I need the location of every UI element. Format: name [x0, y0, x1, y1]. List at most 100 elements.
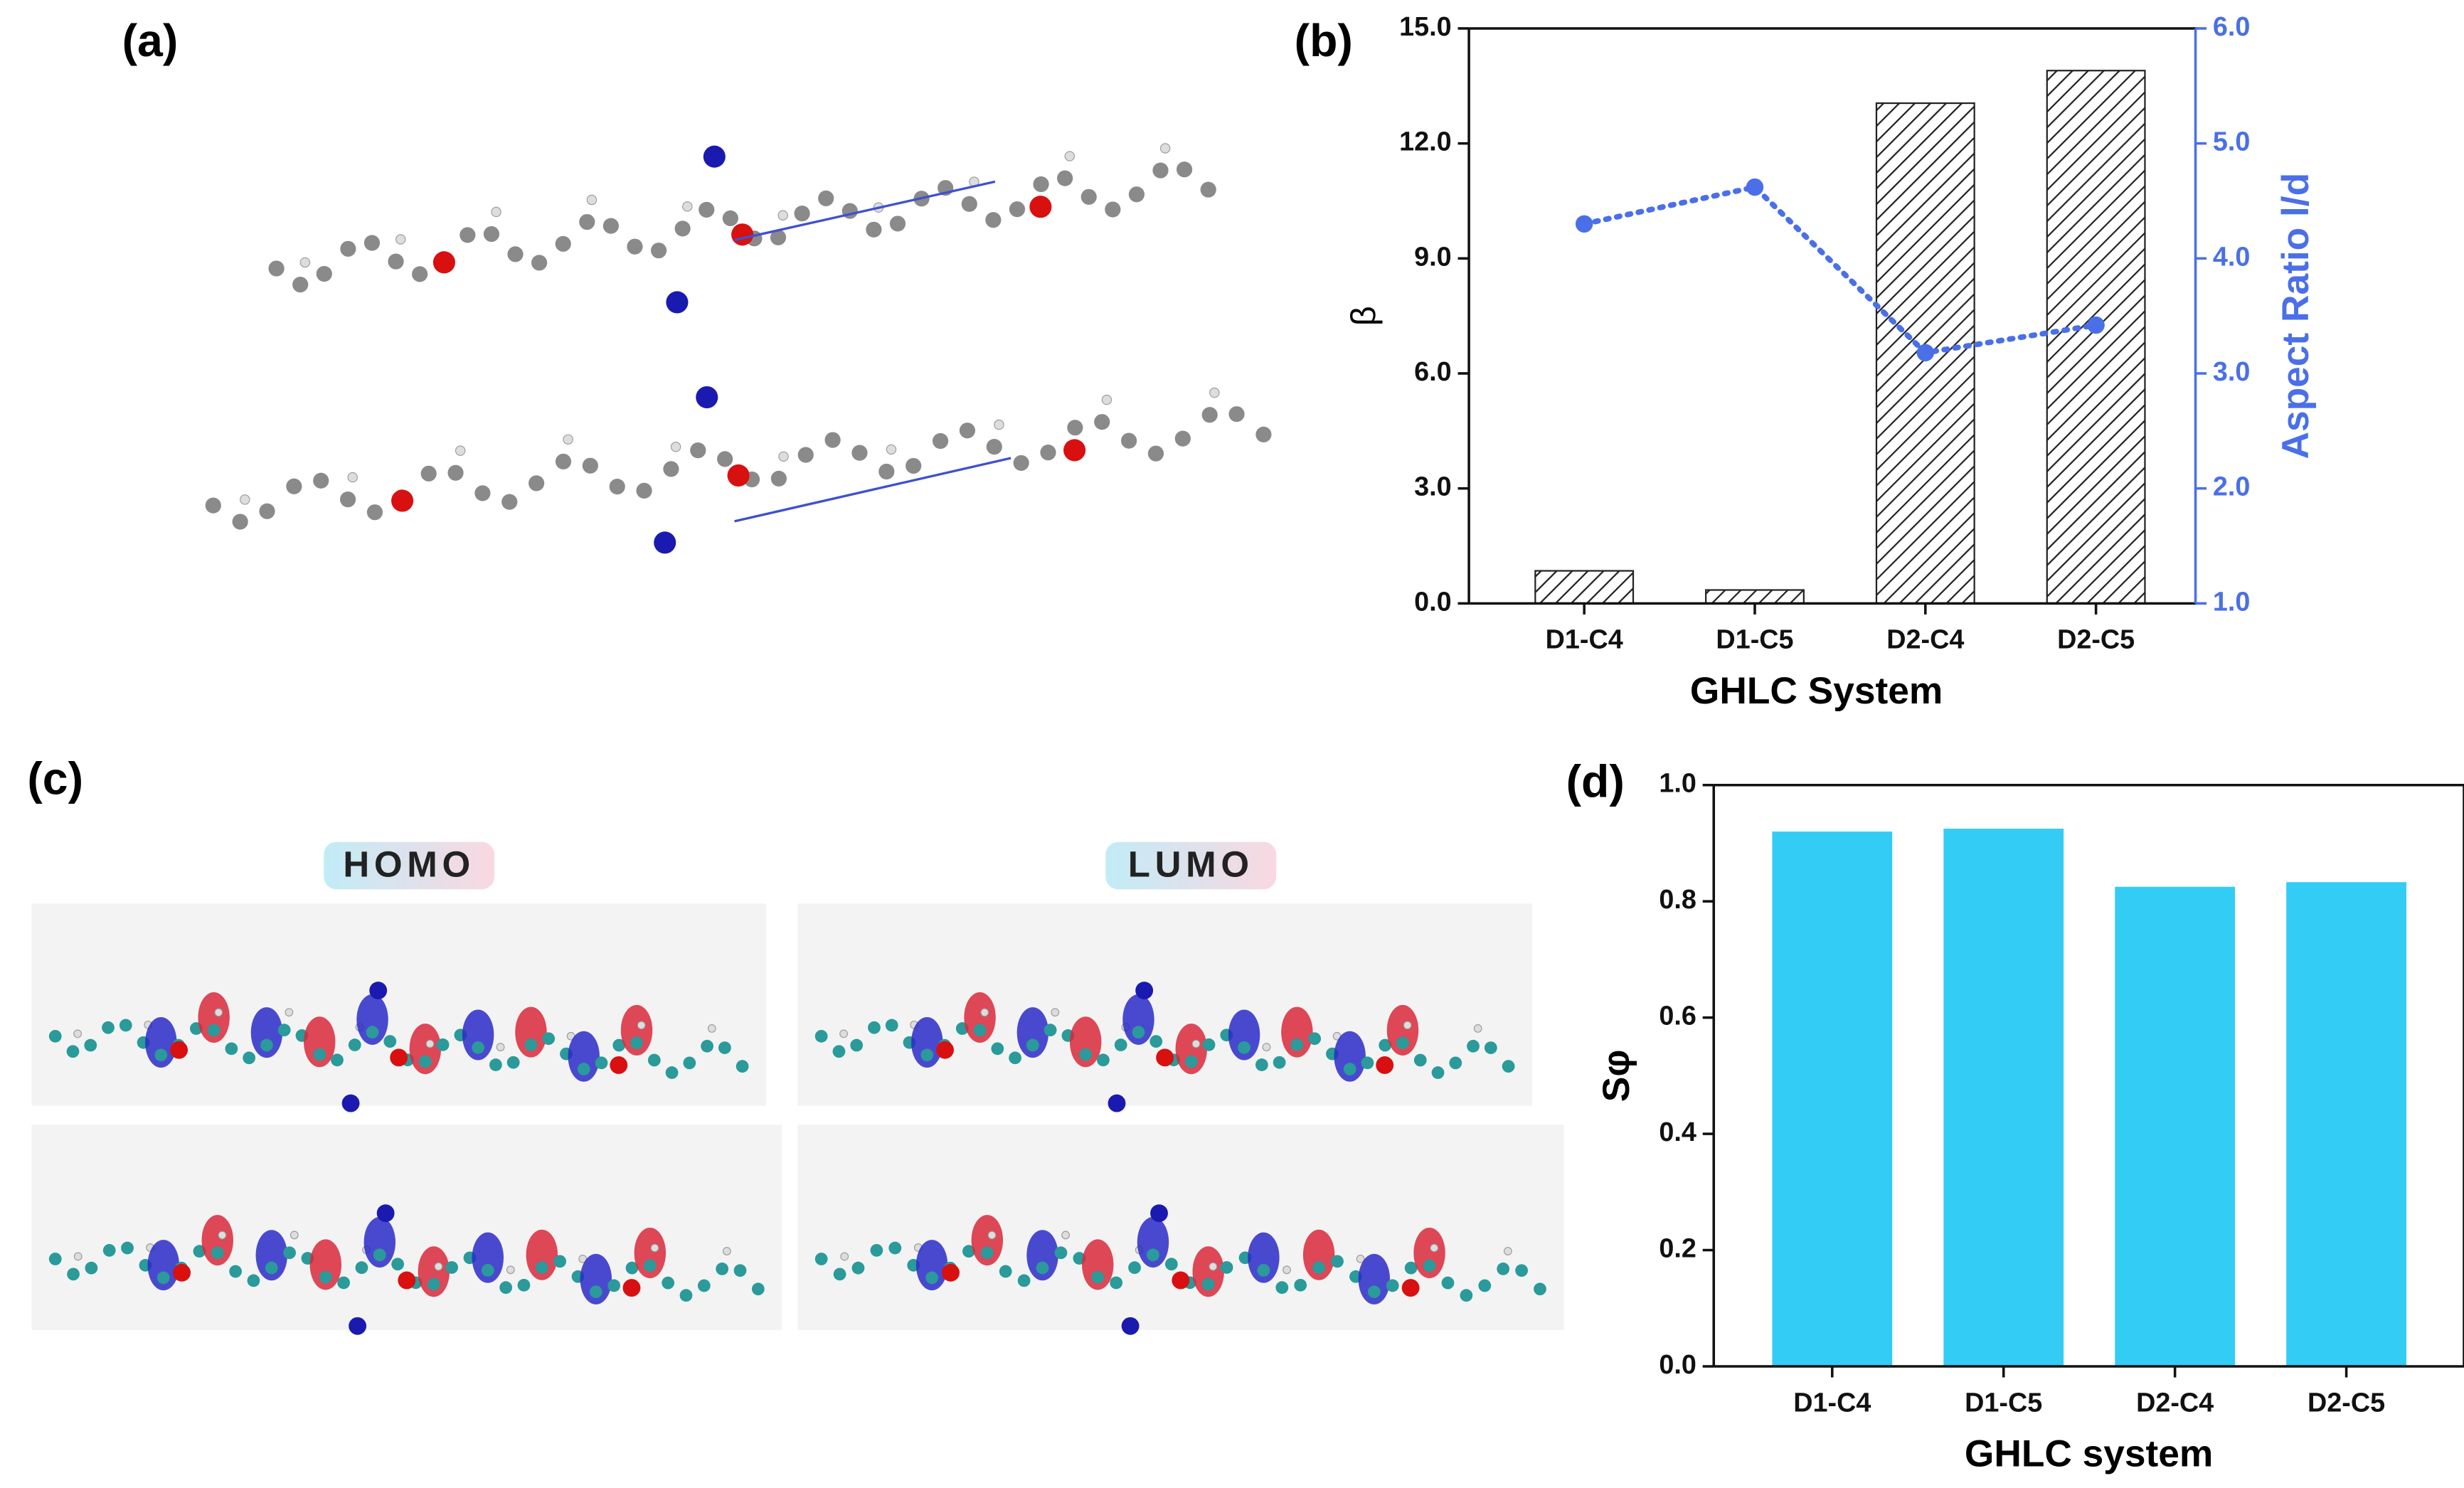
atom	[383, 1035, 397, 1048]
atom	[814, 1253, 828, 1265]
atom	[794, 206, 810, 222]
orbital-lobe	[409, 1024, 442, 1075]
panel-label: (a)	[122, 15, 179, 66]
atom	[1009, 1051, 1021, 1065]
atom	[1029, 196, 1052, 218]
atom	[1033, 176, 1049, 193]
x-tick-label: D2-C5	[2308, 1387, 2385, 1417]
y-tick-label: 6.0	[1414, 356, 1451, 386]
atom	[154, 1048, 168, 1062]
atom	[1460, 1289, 1473, 1302]
x-tick-label: D1-C4	[1793, 1387, 1871, 1417]
atom	[173, 1263, 191, 1282]
atom	[662, 1276, 675, 1290]
y-tick-label: 3.0	[1414, 472, 1451, 501]
atom	[355, 1261, 368, 1275]
x-axis-label: GHLC System	[1690, 670, 1943, 712]
atom	[696, 386, 718, 409]
orbital-lobe	[568, 1031, 600, 1082]
atom	[851, 1261, 865, 1275]
atom	[610, 1056, 628, 1074]
atom	[870, 1243, 883, 1257]
atom	[888, 1241, 902, 1255]
long-axis	[734, 457, 1011, 523]
atom	[1101, 394, 1112, 405]
atom	[1040, 445, 1056, 461]
atom	[268, 260, 285, 277]
atom	[501, 494, 518, 510]
atom	[722, 210, 738, 226]
atom	[1497, 1263, 1510, 1275]
atom	[240, 494, 250, 505]
atom	[1376, 1056, 1394, 1074]
atom	[1067, 420, 1083, 436]
atom	[670, 442, 681, 452]
panel-label: (c)	[27, 753, 83, 804]
atom	[1283, 1265, 1291, 1275]
orbital-lobe	[1248, 1232, 1280, 1283]
atom	[1255, 426, 1272, 442]
atom	[1191, 1039, 1201, 1048]
orbital-lobe	[462, 1009, 494, 1061]
atom	[647, 1053, 661, 1067]
atom	[553, 1255, 567, 1268]
y-tick-label: 0.6	[1659, 1001, 1696, 1031]
atom	[349, 1317, 367, 1335]
molecule-panels	[31, 143, 1564, 1335]
atom	[1132, 1026, 1145, 1039]
atom	[717, 451, 733, 467]
atom	[1013, 455, 1029, 472]
atom	[286, 478, 302, 494]
atom	[1312, 1261, 1326, 1274]
atom	[1401, 1279, 1420, 1297]
atom	[1220, 1261, 1233, 1274]
orbital-lobe	[250, 1007, 283, 1058]
atom	[85, 1261, 98, 1275]
atom	[376, 1204, 395, 1223]
y-tick-label: 0.0	[1659, 1349, 1696, 1379]
atom	[211, 1246, 224, 1260]
atom	[1108, 1094, 1126, 1112]
atom	[1176, 161, 1193, 178]
atom	[489, 1058, 502, 1071]
atom	[663, 461, 679, 477]
atom	[1367, 1285, 1381, 1299]
atom	[337, 1276, 350, 1290]
atom	[777, 210, 788, 220]
atom	[1515, 1264, 1528, 1277]
atom	[1202, 1038, 1216, 1051]
orbital-panel	[797, 1125, 1564, 1330]
orbital-lobe	[145, 1016, 177, 1068]
orbital-lobe	[971, 1215, 1004, 1266]
atom	[889, 216, 906, 232]
orbital-lobe	[198, 992, 230, 1043]
atom	[703, 145, 726, 168]
atom	[73, 1252, 83, 1261]
atom	[985, 212, 1002, 228]
atom	[214, 1008, 223, 1017]
orbital-lobe	[1192, 1246, 1224, 1297]
y2-axis-label: Aspect Ratio l/d	[2275, 173, 2317, 459]
atom	[348, 1038, 361, 1051]
atom	[1097, 1053, 1110, 1067]
atom	[229, 1265, 242, 1278]
orbital-lobe	[1026, 1230, 1058, 1281]
orbital-lobe	[1334, 1031, 1366, 1082]
atom	[770, 229, 787, 245]
orbital-lobe	[1122, 994, 1154, 1045]
x-tick-label: D2-C4	[2136, 1387, 2214, 1417]
atom	[277, 1024, 291, 1037]
atom	[341, 1094, 360, 1112]
atom	[1061, 1231, 1070, 1240]
y2-tick-label: 3.0	[2213, 356, 2250, 386]
atom	[121, 1241, 134, 1255]
atom	[1054, 1246, 1068, 1260]
atom	[637, 1021, 646, 1030]
long-axis	[734, 180, 996, 242]
atom	[119, 1019, 132, 1032]
orbital-label: HOMO	[343, 844, 474, 885]
atom	[102, 1021, 115, 1034]
orbital-lobe	[1082, 1239, 1114, 1290]
atom	[1149, 1035, 1163, 1048]
y-tick-label: 9.0	[1414, 241, 1451, 271]
